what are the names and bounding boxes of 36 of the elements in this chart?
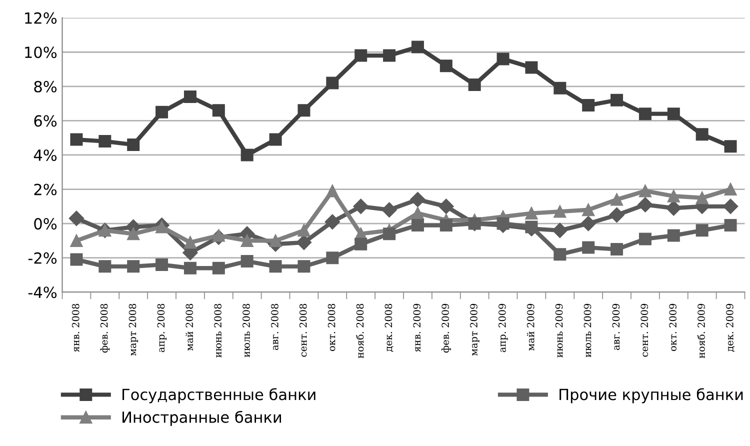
x-tick-label: фев. 2008: [100, 304, 110, 353]
x-tick-label: нояб. 2009: [697, 304, 705, 358]
x-tick-label: июнь 2008: [214, 304, 222, 358]
y-tick-label: 10%: [25, 46, 57, 58]
legend-label: Иностранные банки: [122, 410, 281, 426]
x-tick-label: март 2008: [128, 304, 138, 356]
x-tick-label: июль 2008: [242, 304, 250, 358]
x-tick-label: окт. 2008: [328, 304, 336, 351]
y-tick-label: 6%: [34, 115, 57, 127]
x-tick-label: май 2009: [526, 304, 534, 351]
y-tick-label: 2%: [34, 184, 57, 196]
x-tick-label: янв. 2009: [413, 304, 421, 352]
x-tick-label: сент. 2008: [299, 304, 307, 357]
x-tick-label: фев. 2009: [441, 304, 451, 353]
x-tick-label: апр. 2009: [498, 304, 508, 352]
x-tick-label: апр. 2008: [157, 304, 166, 352]
y-tick-label: -2%: [28, 252, 57, 264]
x-tick-label: июнь 2009: [555, 304, 563, 358]
x-tick-label: окт. 2009: [669, 304, 676, 351]
x-tick-label: янв. 2008: [72, 304, 80, 352]
x-tick-label: май 2008: [186, 304, 194, 351]
y-tick-label: 8%: [34, 80, 57, 92]
x-tick-label: нояб. 2008: [356, 304, 364, 358]
legend-label: Прочие крупные банки: [560, 388, 743, 404]
legend-label: Государственные банки: [122, 388, 316, 404]
x-tick-label: авг. 2008: [271, 304, 278, 350]
x-tick-label: июль 2009: [584, 304, 592, 358]
x-tick-label: сент. 2009: [640, 304, 648, 357]
x-tick-label: дек. 2009: [726, 304, 735, 352]
x-tick-label: март 2009: [470, 304, 480, 356]
x-tick-label: авг. 2009: [612, 304, 620, 350]
y-tick-label: 0%: [34, 218, 57, 230]
y-tick-label: 12%: [25, 12, 57, 24]
y-tick-label: 4%: [34, 149, 57, 162]
x-tick-label: дек. 2008: [384, 304, 394, 352]
y-tick-label: -4%: [28, 286, 57, 298]
